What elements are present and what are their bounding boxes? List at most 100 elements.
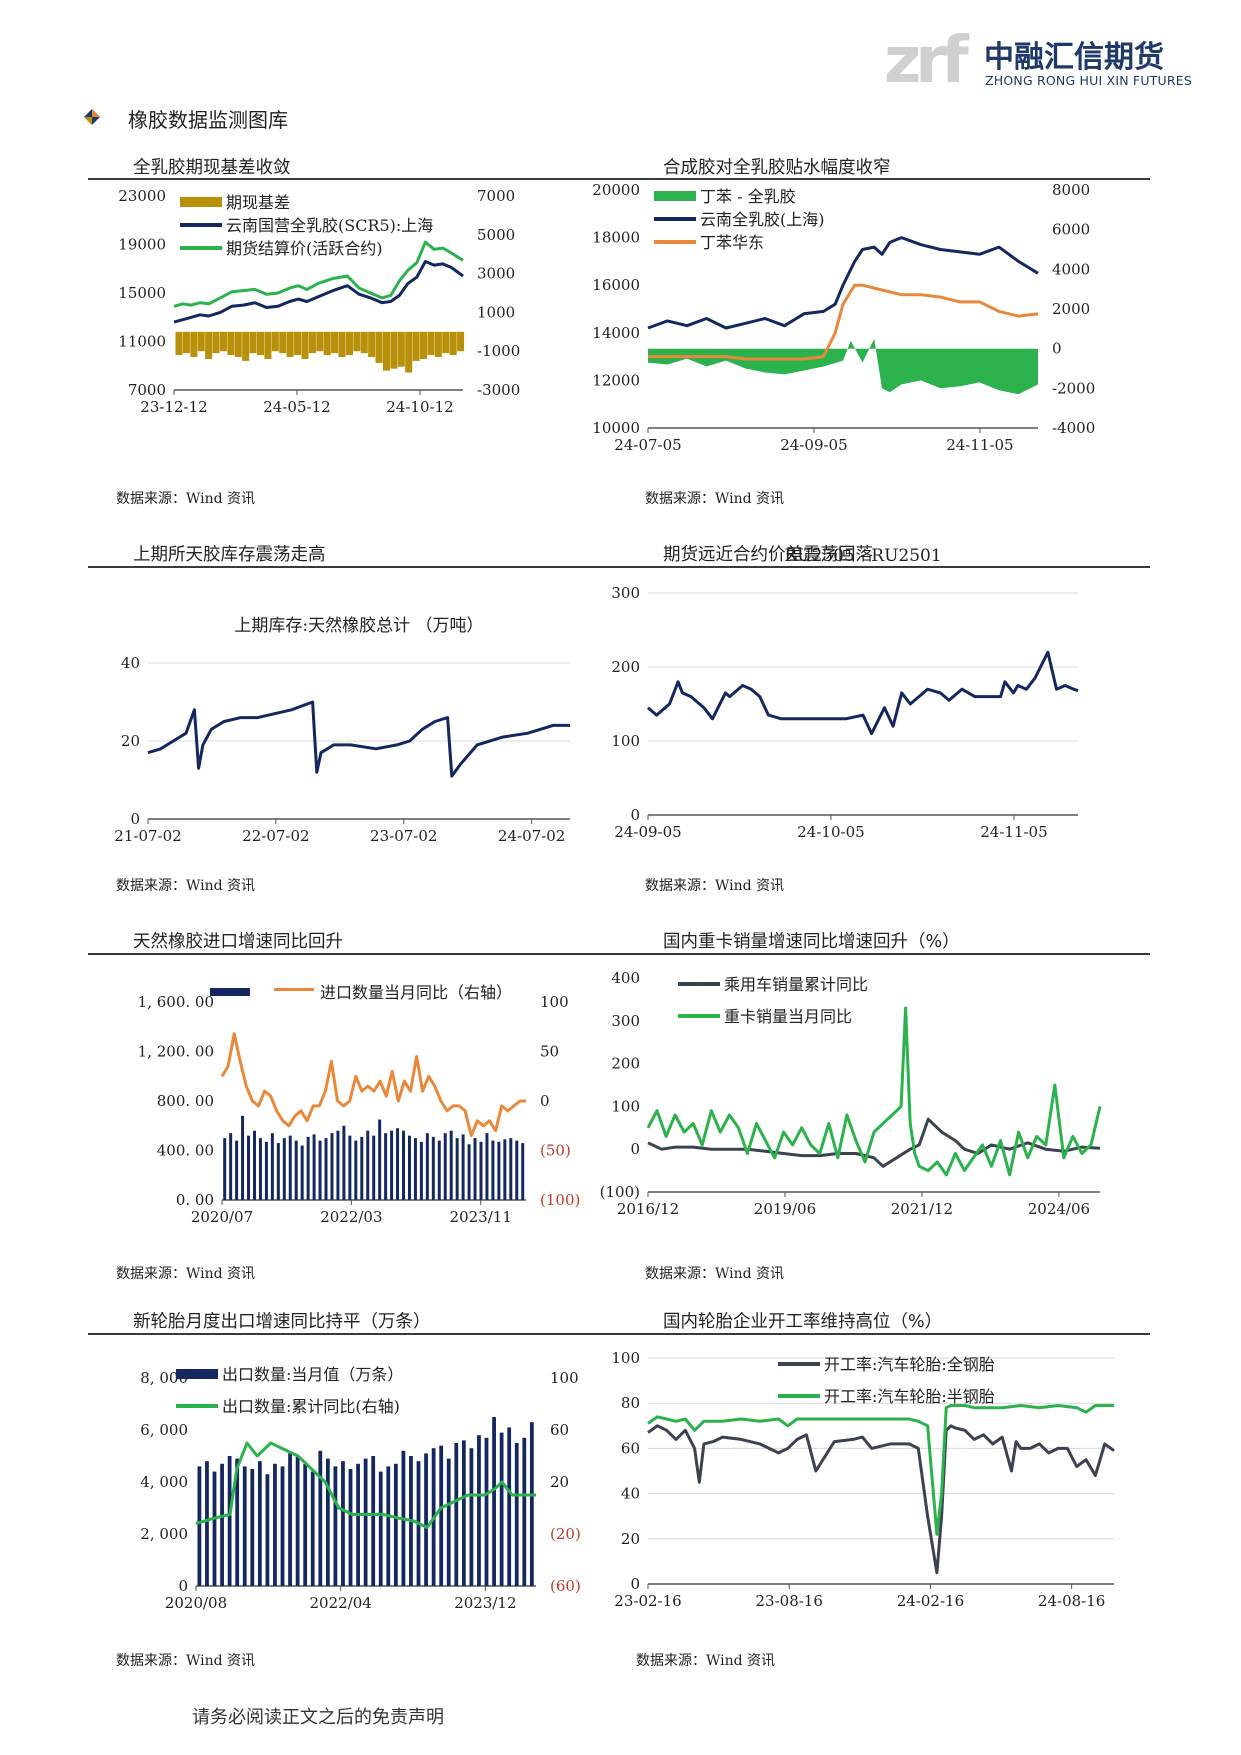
bar-mark: [235, 1140, 239, 1200]
y-left-tick-label: 20000: [592, 181, 640, 199]
bar-mark: [473, 1138, 477, 1200]
y-left-tick-label: 0: [630, 806, 640, 824]
company-logo: zrf 中融汇信期货 ZHONG RONG HUI XIN FUTURES: [884, 28, 1192, 94]
y-right-tick-label: (50): [540, 1142, 571, 1160]
y-left-tick-label: 200: [611, 1055, 640, 1073]
bar-mark: [306, 1136, 310, 1200]
legend-label: 进口数量当月同比（右轴）: [320, 983, 512, 1002]
logo-chinese-name: 中融汇信期货: [984, 40, 1164, 75]
x-tick-label: 24-09-05: [780, 436, 847, 454]
bar-mark: [407, 1135, 411, 1200]
bar-mark: [294, 1140, 298, 1200]
bar-mark: [479, 1141, 483, 1200]
bar-mark: [312, 1134, 316, 1200]
series-line: [173, 260, 464, 324]
bar-mark: [264, 1141, 268, 1200]
legend-label: 期现基差: [226, 193, 290, 212]
bar-mark: [301, 331, 309, 359]
chart7-source: 数据来源：Wind 资讯: [116, 1653, 256, 1669]
bar-mark: [190, 331, 198, 358]
y-right-tick-label: 100: [550, 1369, 579, 1387]
legend-swatch: [176, 1369, 218, 1379]
y-right-tick-label: 2000: [1052, 300, 1090, 318]
bar-mark: [273, 1463, 277, 1586]
bar-mark: [338, 331, 346, 358]
bar-mark: [503, 1139, 507, 1200]
y-right-tick-label: -3000: [477, 381, 520, 399]
bar-mark: [256, 331, 265, 356]
section-title: 橡胶数据监测图库: [128, 108, 288, 132]
y-left-tick-label: 1, 200. 00: [138, 1043, 214, 1061]
x-tick-label: 24-08-16: [1038, 1592, 1105, 1610]
bar-mark: [405, 331, 413, 373]
series-area: [648, 338, 1038, 395]
bar-mark: [461, 1440, 466, 1586]
x-tick-label: 2024/06: [1028, 1200, 1090, 1218]
bar-mark: [449, 331, 457, 356]
x-tick-label: 2019/06: [754, 1200, 816, 1218]
bar-mark: [443, 1133, 447, 1200]
series-line: [647, 236, 1039, 330]
bar-mark: [371, 1456, 376, 1586]
bar-mark: [227, 331, 235, 356]
y-right-tick-label: -2000: [1052, 379, 1095, 397]
chart3-source: 数据来源：Wind 资讯: [116, 878, 256, 894]
rule-row2: [88, 566, 1150, 568]
logo-mark: zrf: [884, 28, 969, 94]
y-left-tick-label: 4, 000: [140, 1473, 188, 1491]
bar-mark: [247, 1135, 251, 1200]
chart2-source: 数据来源：Wind 资讯: [645, 491, 785, 507]
chart8-source: 数据来源：Wind 资讯: [636, 1653, 776, 1669]
bar-mark: [390, 331, 398, 369]
y-left-tick-label: 0: [630, 1575, 640, 1593]
bar-mark: [223, 1138, 227, 1200]
bar-mark: [324, 1138, 328, 1200]
x-tick-label: 22-07-02: [242, 827, 309, 845]
y-left-tick-label: 100: [611, 1097, 640, 1115]
bar-mark: [342, 1125, 346, 1200]
series-line: [647, 1424, 1115, 1575]
bar-mark: [182, 331, 190, 354]
bar-mark: [348, 1135, 352, 1200]
bar-mark: [431, 1136, 435, 1200]
y-right-tick-label: 4000: [1052, 260, 1090, 278]
bar-mark: [303, 1463, 308, 1586]
x-tick-label: 2020/07: [191, 1208, 253, 1226]
bar-mark: [294, 331, 302, 356]
bar-mark: [368, 331, 376, 358]
y-left-tick-label: 18000: [592, 229, 640, 247]
legend-swatch: [274, 988, 314, 991]
y-right-tick-label: 1000: [477, 303, 515, 321]
bar-mark: [446, 1458, 451, 1586]
y-right-tick-label: 7000: [477, 187, 515, 205]
bar-mark: [419, 1141, 423, 1200]
bar-mark: [497, 1141, 501, 1200]
x-tick-label: 2022/04: [310, 1594, 372, 1612]
x-tick-label: 24-05-12: [263, 398, 330, 416]
y-right-tick-label: 100: [540, 993, 569, 1011]
y-left-tick-label: 14000: [592, 324, 640, 342]
bar-mark: [521, 1143, 525, 1200]
y-right-tick-label: 8000: [1052, 181, 1090, 199]
series-line: [220, 1032, 526, 1138]
bar-mark: [288, 1453, 292, 1586]
bar-mark: [197, 1466, 202, 1586]
bar-mark: [509, 1138, 513, 1200]
x-tick-label: 2023/11: [450, 1208, 512, 1226]
bar-mark: [413, 1138, 417, 1200]
bar-mark: [366, 1130, 370, 1200]
bar-mark: [491, 1140, 495, 1200]
bar-mark: [397, 331, 405, 367]
chart6-title: 国内重卡销量增速同比增速回升（%）: [663, 932, 960, 952]
x-tick-label: 24-07-02: [498, 827, 565, 845]
x-tick-label: 24-07-05: [614, 436, 681, 454]
bar-mark: [393, 1463, 398, 1586]
bar-mark: [378, 1119, 382, 1200]
chart3-shfe-inventory: 40 20 021-07-02 22-07-02 23-07-02 24-07-02 上期库…: [114, 616, 570, 845]
y-left-tick-label: 300: [611, 584, 640, 602]
bar-mark: [235, 1458, 240, 1586]
bar-mark: [396, 1128, 400, 1200]
bar-mark: [348, 1469, 353, 1586]
x-tick-label: 2023/12: [454, 1594, 516, 1612]
